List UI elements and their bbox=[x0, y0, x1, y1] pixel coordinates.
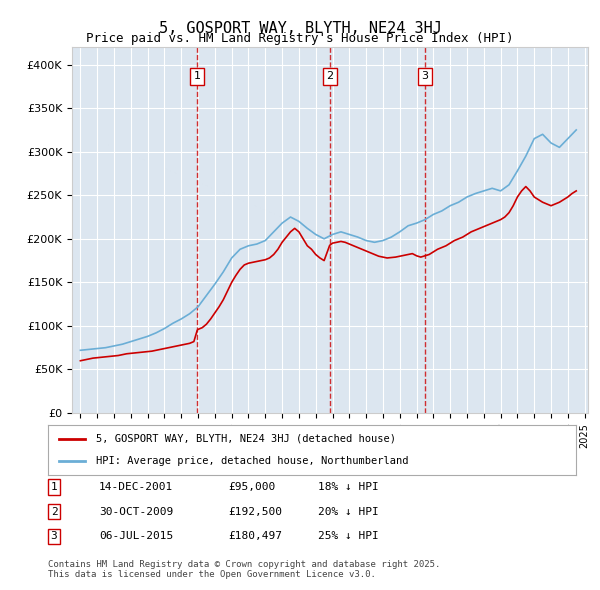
Text: 2: 2 bbox=[50, 507, 58, 516]
Text: 06-JUL-2015: 06-JUL-2015 bbox=[99, 532, 173, 541]
Text: 5, GOSPORT WAY, BLYTH, NE24 3HJ: 5, GOSPORT WAY, BLYTH, NE24 3HJ bbox=[158, 21, 442, 35]
Text: 25% ↓ HPI: 25% ↓ HPI bbox=[318, 532, 379, 541]
Text: 1: 1 bbox=[194, 71, 201, 81]
Text: 18% ↓ HPI: 18% ↓ HPI bbox=[318, 482, 379, 491]
Text: Price paid vs. HM Land Registry's House Price Index (HPI): Price paid vs. HM Land Registry's House … bbox=[86, 32, 514, 45]
Text: £95,000: £95,000 bbox=[228, 482, 275, 491]
Text: £180,497: £180,497 bbox=[228, 532, 282, 541]
Text: £192,500: £192,500 bbox=[228, 507, 282, 516]
Text: 2: 2 bbox=[326, 71, 333, 81]
Text: 20% ↓ HPI: 20% ↓ HPI bbox=[318, 507, 379, 516]
Text: 3: 3 bbox=[421, 71, 428, 81]
Text: Contains HM Land Registry data © Crown copyright and database right 2025.
This d: Contains HM Land Registry data © Crown c… bbox=[48, 560, 440, 579]
Text: 3: 3 bbox=[50, 532, 58, 541]
Text: 5, GOSPORT WAY, BLYTH, NE24 3HJ (detached house): 5, GOSPORT WAY, BLYTH, NE24 3HJ (detache… bbox=[95, 434, 395, 444]
Text: HPI: Average price, detached house, Northumberland: HPI: Average price, detached house, Nort… bbox=[95, 456, 408, 466]
Text: 1: 1 bbox=[50, 482, 58, 491]
Text: 30-OCT-2009: 30-OCT-2009 bbox=[99, 507, 173, 516]
Text: 14-DEC-2001: 14-DEC-2001 bbox=[99, 482, 173, 491]
